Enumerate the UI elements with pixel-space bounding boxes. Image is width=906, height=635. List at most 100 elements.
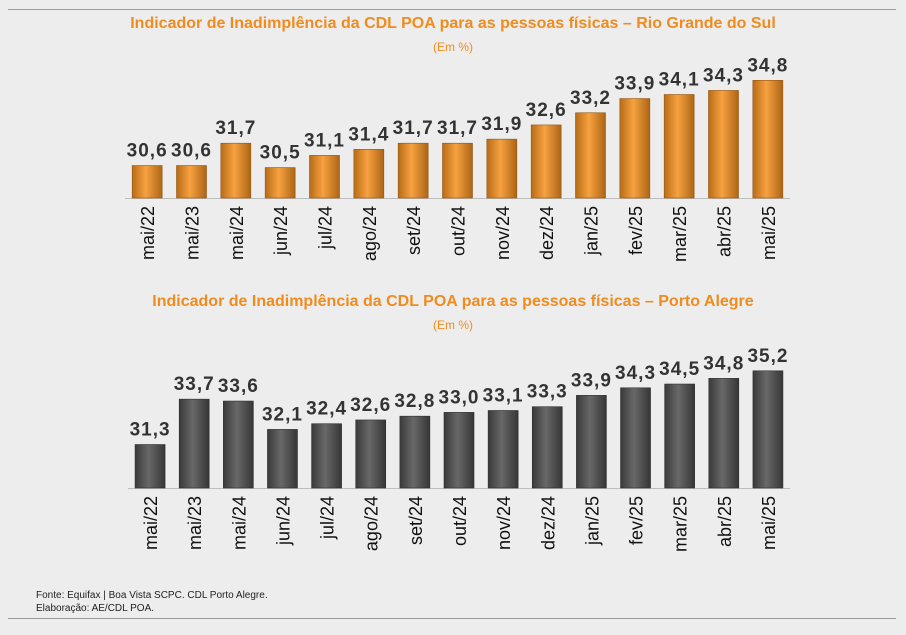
data-label: 33,1 — [483, 385, 524, 406]
data-label: 33,6 — [218, 376, 259, 397]
bar — [752, 370, 784, 489]
x-tick-label: ago/24 — [360, 206, 380, 261]
data-label: 30,6 — [171, 141, 212, 162]
x-tick-label: jul/24 — [318, 496, 338, 540]
data-label: 34,5 — [659, 359, 700, 380]
x-tick-label: mai/24 — [227, 206, 247, 260]
bar — [176, 165, 207, 199]
x-tick-label: mar/25 — [671, 496, 691, 552]
x-tick-label: jun/24 — [271, 206, 291, 256]
footer-credit: Elaboração: AE/CDL POA. — [36, 603, 155, 614]
bar — [353, 148, 385, 199]
bar — [663, 94, 695, 199]
footer-source: Fonte: Equifax | Boa Vista SCPC. CDL Por… — [36, 590, 268, 601]
bar — [708, 90, 739, 199]
bar — [220, 142, 252, 199]
x-tick-label: mai/22 — [141, 496, 161, 550]
chart-title-rs: Indicador de Inadimplência da CDL POA pa… — [130, 15, 776, 32]
bottom-rule — [8, 618, 896, 619]
data-label: 31,7 — [393, 118, 434, 139]
x-tick-label: nov/24 — [494, 496, 514, 550]
data-label: 31,4 — [348, 124, 389, 145]
data-label: 30,6 — [127, 141, 168, 162]
bar — [664, 383, 695, 489]
data-label: 31,9 — [481, 114, 522, 135]
bar-chart-rs: 30,6 mai/22 30,6 mai/23 31,7 mai/24 30,5 jun/24… — [125, 55, 790, 262]
bar — [443, 412, 475, 489]
x-tick-label: mai/25 — [759, 206, 779, 260]
x-tick-label: mai/23 — [183, 206, 203, 260]
x-tick-label: jul/24 — [316, 206, 336, 250]
bar — [399, 415, 431, 489]
bar — [311, 423, 342, 489]
data-label: 33,9 — [571, 370, 612, 391]
bar-chart-poa: 31,3 mai/22 33,7 mai/23 33,6 mai/24 32,1 jun/24… — [128, 346, 790, 552]
x-tick-label: jan/25 — [582, 206, 602, 256]
data-label: 31,7 — [437, 118, 478, 139]
bar — [264, 167, 296, 199]
bar — [134, 444, 166, 489]
data-label: 30,5 — [260, 143, 301, 164]
chart-subtitle-rs: (Em %) — [433, 40, 473, 54]
data-label: 32,1 — [262, 404, 303, 425]
bar — [223, 400, 254, 489]
bar — [752, 79, 784, 199]
bar — [620, 387, 651, 489]
data-label: 31,3 — [130, 420, 171, 441]
x-tick-label: abr/25 — [715, 206, 735, 257]
x-tick-label: dez/24 — [537, 206, 557, 260]
bar — [178, 398, 210, 489]
x-tick-label: mai/24 — [229, 496, 249, 550]
bar — [309, 155, 340, 199]
bar — [267, 429, 298, 489]
bar — [397, 142, 429, 199]
x-tick-label: mar/25 — [670, 206, 690, 262]
data-label: 33,0 — [439, 387, 480, 408]
x-tick-label: set/24 — [404, 206, 424, 255]
x-tick-label: mai/22 — [138, 206, 158, 260]
data-label: 31,1 — [304, 130, 345, 151]
data-label: 33,7 — [174, 374, 215, 395]
data-label: 32,8 — [394, 391, 435, 412]
data-label: 34,1 — [659, 70, 700, 91]
bar — [531, 406, 563, 489]
data-label: 34,8 — [703, 353, 744, 374]
bar — [619, 98, 651, 199]
bar — [575, 112, 606, 199]
data-label: 34,3 — [703, 65, 744, 86]
bar — [131, 165, 163, 199]
data-label: 34,8 — [747, 55, 788, 76]
top-rule — [8, 9, 896, 10]
bar — [708, 378, 740, 489]
data-label: 31,7 — [215, 118, 256, 139]
chart-title-poa: Indicador de Inadimplência da CDL POA pa… — [152, 293, 754, 310]
x-tick-label: jun/24 — [273, 496, 293, 546]
bar — [355, 419, 387, 489]
x-tick-label: fev/25 — [627, 496, 647, 545]
x-tick-label: jan/25 — [582, 496, 602, 546]
x-tick-label: ago/24 — [362, 496, 382, 551]
x-tick-label: mai/23 — [185, 496, 205, 550]
data-label: 35,2 — [747, 346, 788, 367]
bar — [487, 410, 519, 489]
x-tick-label: out/24 — [450, 496, 470, 546]
data-label: 33,2 — [570, 88, 611, 109]
data-label: 33,9 — [614, 74, 655, 95]
x-tick-label: out/24 — [449, 206, 469, 256]
bar — [442, 142, 473, 199]
x-tick-label: fev/25 — [626, 206, 646, 255]
bar — [486, 138, 518, 199]
bar — [530, 124, 562, 199]
data-label: 34,3 — [615, 363, 656, 384]
x-tick-label: nov/24 — [493, 206, 513, 260]
x-tick-label: dez/24 — [538, 496, 558, 550]
data-label: 32,6 — [526, 100, 567, 121]
data-label: 33,3 — [527, 382, 568, 403]
chart-subtitle-poa: (Em %) — [433, 318, 473, 332]
bar — [576, 395, 607, 489]
data-label: 32,4 — [306, 399, 347, 420]
data-label: 32,6 — [350, 395, 391, 416]
x-tick-label: set/24 — [406, 496, 426, 545]
x-tick-label: abr/25 — [715, 496, 735, 547]
x-tick-label: mai/25 — [759, 496, 779, 550]
